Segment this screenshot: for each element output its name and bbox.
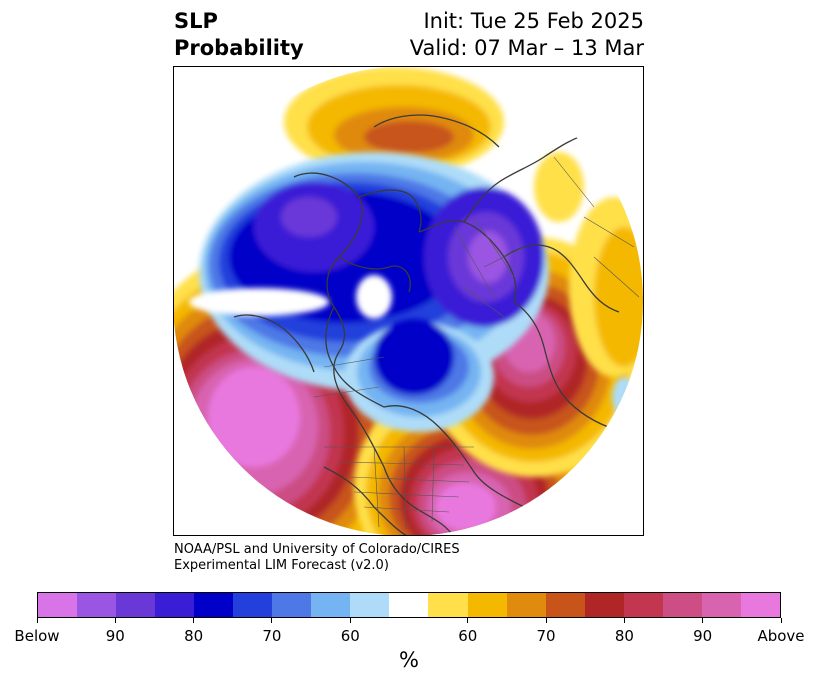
colorbar-tick — [114, 618, 116, 623]
colorbar-tick — [193, 618, 195, 623]
colorbar-segment — [428, 593, 468, 617]
credit-text: NOAA/PSL and University of Colorado/CIRE… — [174, 542, 460, 574]
init-date: Init: Tue 25 Feb 2025 — [423, 9, 644, 33]
colorbar-segment — [233, 593, 273, 617]
credit-line-2: Experimental LIM Forecast (v2.0) — [174, 558, 389, 573]
colorbar-segment — [662, 593, 702, 617]
colorbar-segment — [38, 593, 78, 617]
colorbar-units: % — [399, 648, 419, 672]
colorbar-tick-label: 80 — [184, 627, 204, 645]
title-variable: SLP — [174, 9, 218, 33]
title-type: Probability — [174, 36, 304, 60]
colorbar-tick — [36, 618, 38, 623]
siberia-high-anomaly — [284, 67, 504, 177]
colorbar — [37, 592, 781, 618]
credit-line-1: NOAA/PSL and University of Colorado/CIRE… — [174, 542, 460, 557]
colorbar-segment — [155, 593, 195, 617]
colorbar-tick-label: 80 — [614, 627, 634, 645]
colorbar-tick — [467, 618, 469, 623]
labrador-low-anomaly — [344, 319, 494, 432]
colorbar-tick — [545, 618, 547, 623]
probability-field — [174, 67, 643, 535]
colorbar-segment — [350, 593, 390, 617]
colorbar-tick-label: 70 — [262, 627, 282, 645]
colorbar-tick — [349, 618, 351, 623]
colorbar-segment — [116, 593, 156, 617]
valid-range: Valid: 07 Mar – 13 Mar — [409, 36, 644, 60]
colorbar-segment — [584, 593, 624, 617]
colorbar-tick-label: 90 — [105, 627, 125, 645]
colorbar-tick — [623, 618, 625, 623]
title-left: SLP Probability — [174, 8, 304, 62]
colorbar-segment — [77, 593, 117, 617]
colorbar-tick-label: 90 — [693, 627, 713, 645]
colorbar-tick-label: 60 — [458, 627, 478, 645]
colorbar-segment — [389, 593, 429, 617]
colorbar-tick-label: Below — [14, 627, 60, 645]
colorbar-segment — [545, 593, 585, 617]
colorbar-segment — [740, 593, 780, 617]
colorbar-tick — [271, 618, 273, 623]
colorbar-segment — [506, 593, 546, 617]
colorbar-tick — [780, 618, 782, 623]
colorbar-segment — [701, 593, 741, 617]
map-panel — [173, 66, 644, 536]
colorbar-segment — [623, 593, 663, 617]
polar-map — [174, 67, 643, 535]
colorbar-segment — [467, 593, 507, 617]
colorbar-segment — [272, 593, 312, 617]
colorbar-tick-label: 60 — [340, 627, 360, 645]
colorbar-tick — [702, 618, 704, 623]
colorbar-segment — [311, 593, 351, 617]
coastlines — [233, 114, 625, 535]
colorbar-segment — [194, 593, 234, 617]
colorbar-tick-label: 70 — [536, 627, 556, 645]
title-right: Init: Tue 25 Feb 2025 Valid: 07 Mar – 13… — [410, 8, 644, 62]
colorbar-tick-label: Above — [757, 627, 805, 645]
